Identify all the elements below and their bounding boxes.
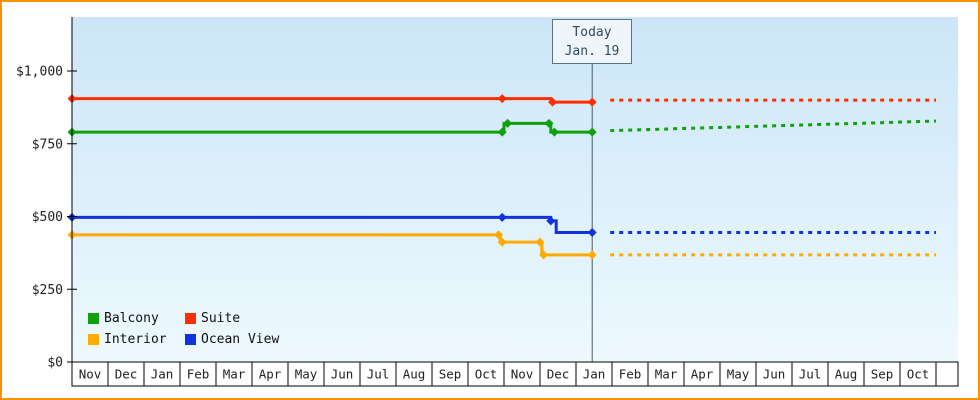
- series-balcony: [67, 118, 937, 137]
- x-axis-month-label: Nov: [79, 367, 102, 382]
- y-axis-tick-label: $1,000: [16, 65, 63, 80]
- price-point-marker: [535, 237, 545, 247]
- price-forecast-line: [610, 119, 937, 133]
- x-axis-month-cell: [215, 361, 253, 387]
- x-axis-month-cell: [503, 361, 541, 387]
- x-axis-month-cell: [359, 361, 397, 387]
- price-point-marker: [587, 127, 597, 137]
- price-point-marker: [548, 97, 558, 107]
- x-axis-month-cell: [899, 361, 937, 387]
- x-axis-month-label: Dec: [547, 367, 570, 382]
- series-interior: [67, 230, 936, 260]
- y-axis-tick-label: $750: [32, 137, 63, 152]
- price-history-line: [72, 233, 593, 257]
- x-axis-month-label: Jul: [799, 367, 822, 382]
- price-point-marker: [494, 230, 504, 240]
- legend-item-suite: Suite: [185, 311, 279, 326]
- plot-background: [72, 17, 958, 362]
- ocean-view-swatch-icon: [185, 334, 196, 345]
- today-date: Jan. 19: [564, 44, 620, 59]
- price-point-marker: [497, 237, 507, 247]
- x-axis-month-label: Jul: [367, 367, 390, 382]
- legend-item-ocean-view: Ocean View: [185, 332, 279, 347]
- suite-swatch-icon: [185, 313, 196, 324]
- legend-label: Ocean View: [201, 332, 280, 347]
- x-axis-band: Nov Dec Jan Feb Mar Apr May Jun Jul Aug Sep Oct Nov D…: [71, 361, 959, 387]
- legend-label: Suite: [201, 311, 241, 326]
- price-point-marker: [587, 250, 597, 260]
- price-point-marker: [503, 118, 513, 128]
- x-axis-month-label: Oct: [475, 367, 498, 382]
- x-axis-month-label: Aug: [835, 367, 858, 382]
- x-axis-month-cell: [287, 361, 325, 387]
- x-axis-month-label: Feb: [619, 367, 642, 382]
- x-axis-month-cell: [539, 361, 577, 387]
- x-axis-band-end-cell: [935, 361, 959, 387]
- price-point-marker: [546, 216, 556, 226]
- balcony-swatch-icon: [88, 313, 99, 324]
- x-axis-month-label: Sep: [871, 367, 894, 382]
- x-axis-month-label: Apr: [259, 367, 282, 382]
- x-axis-month-cell: [719, 361, 757, 387]
- price-point-marker: [497, 94, 507, 104]
- x-axis-month-label: Jan: [151, 367, 174, 382]
- x-axis-month-label: Dec: [115, 367, 138, 382]
- x-axis-month-label: Mar: [223, 367, 246, 382]
- x-axis-month-label: Mar: [655, 367, 678, 382]
- x-axis-month-label: Feb: [187, 367, 210, 382]
- x-axis-month-label: Aug: [403, 367, 426, 382]
- price-point-marker: [587, 97, 597, 107]
- legend-label: Interior: [104, 332, 167, 347]
- today-marker-box: Today Jan. 19: [552, 19, 632, 64]
- x-axis-month-cell: [827, 361, 865, 387]
- x-axis-month-label: Sep: [439, 367, 462, 382]
- price-point-marker: [497, 212, 507, 222]
- x-axis-month-label: Nov: [511, 367, 534, 382]
- y-axis-tick-label: $500: [32, 210, 63, 225]
- price-point-marker: [587, 228, 597, 238]
- x-axis-month-cell: [251, 361, 289, 387]
- y-axis-tick-label: $250: [32, 283, 63, 298]
- x-axis-month-cell: [755, 361, 793, 387]
- price-point-marker: [539, 250, 549, 260]
- x-axis-month-label: Jan: [583, 367, 606, 382]
- x-axis-month-label: May: [295, 367, 318, 382]
- today-label: Today: [572, 25, 612, 40]
- price-point-marker: [549, 127, 559, 137]
- x-axis-month-label: May: [727, 367, 750, 382]
- x-axis-month-cell: [647, 361, 685, 387]
- chart-legend: Balcony Suite Interior Ocean View: [88, 311, 279, 347]
- x-axis-month-cell: [107, 361, 145, 387]
- x-axis-month-label: Oct: [907, 367, 930, 382]
- x-axis-month-cell: [179, 361, 217, 387]
- price-point-marker: [544, 118, 554, 128]
- y-axis-tick-label: $0: [47, 356, 63, 371]
- x-axis-month-label: Jun: [331, 367, 354, 382]
- x-axis-month-cell: [143, 361, 181, 387]
- interior-swatch-icon: [88, 334, 99, 345]
- legend-item-balcony: Balcony: [88, 311, 185, 326]
- x-axis-month-cell: [395, 361, 433, 387]
- price-point-marker: [497, 127, 507, 137]
- x-axis-month-cell: [323, 361, 361, 387]
- x-axis-month-label: Apr: [691, 367, 714, 382]
- legend-item-interior: Interior: [88, 332, 185, 347]
- legend-label: Balcony: [104, 311, 159, 326]
- x-axis-month-label: Jun: [763, 367, 786, 382]
